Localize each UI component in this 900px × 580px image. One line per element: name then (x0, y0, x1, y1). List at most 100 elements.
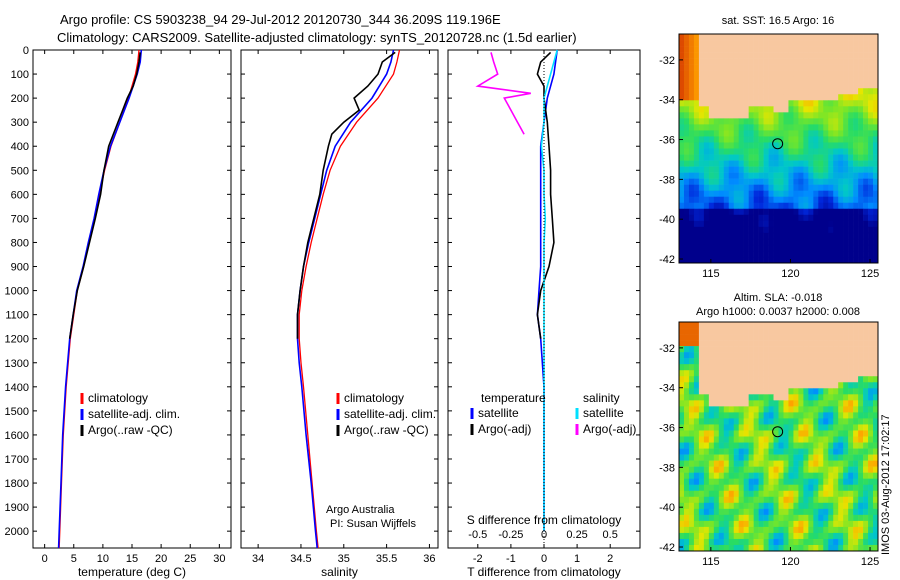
x-tick-label-temperature: 25 (184, 553, 196, 565)
x-tick-label-salinity: 36 (423, 553, 435, 565)
map-x-tick-label: 120 (781, 556, 799, 568)
map-y-tick-label: -36 (659, 135, 675, 147)
legend-label-diff-temp: Argo(-adj) (478, 422, 531, 436)
x-tick-label-difference: -2 (473, 553, 483, 565)
x-tick-label-difference: 1 (574, 553, 580, 565)
top-x-tick-label: 0.25 (566, 529, 587, 541)
x-tick-label-salinity: 35 (338, 553, 350, 565)
y-tick-label: 800 (11, 237, 29, 249)
y-tick-label: 500 (11, 165, 29, 177)
map-frame-sst_map (678, 33, 879, 264)
y-tick-label: 400 (11, 141, 29, 153)
map-y-tick-label: -40 (659, 214, 675, 226)
map-title-sla-line2: Argo h1000: 0.0037 h2000: 0.008 (696, 306, 860, 318)
series-line-salinity-2 (296, 51, 396, 339)
y-tick-label: 1600 (5, 430, 29, 442)
argo-position-marker (772, 426, 784, 438)
x-tick-label-temperature: 5 (71, 553, 77, 565)
y-tick-label: 1100 (5, 310, 29, 322)
legend-label-diff-sal: Argo(-adj) (583, 422, 636, 436)
y-tick-label: 1200 (5, 334, 29, 346)
y-tick-label: 1500 (5, 406, 29, 418)
map-y-tick-label: -40 (659, 502, 675, 514)
x-tick-label-salinity: 34 (252, 553, 264, 565)
legend-label-temperature: satellite-adj. clim. (88, 407, 180, 421)
x-tick-label-temperature: 15 (126, 553, 138, 565)
legend-label-diff-temp: satellite (478, 406, 519, 420)
top-x-tick-label: 0 (541, 529, 547, 541)
legend-label-salinity: satellite-adj. clim. (344, 407, 436, 421)
x-axis-label-temperature: temperature (deg C) (78, 565, 186, 579)
map-y-tick-label: -32 (659, 343, 675, 355)
map-x-tick-label: 125 (861, 556, 879, 568)
x-tick-label-temperature: 30 (213, 553, 225, 565)
legend-label-temperature: climatology (88, 391, 148, 405)
x-axis-label-salinity: salinity (321, 565, 358, 579)
map-y-tick-label: -42 (659, 254, 675, 266)
series-line-temperature-2 (68, 52, 141, 339)
figure-title-line2: Climatology: CARS2009. Satellite-adjuste… (57, 30, 577, 45)
y-tick-label: 1000 (5, 286, 29, 298)
x-tick-label-temperature: 10 (97, 553, 109, 565)
map-x-tick-label: 120 (781, 268, 799, 280)
y-tick-label: 300 (11, 117, 29, 129)
map-title-sst: sat. SST: 16.5 Argo: 16 (722, 15, 835, 27)
y-tick-label: 1900 (5, 502, 29, 514)
x-tick-label-difference: 2 (607, 553, 613, 565)
map-y-tick-label: -38 (659, 462, 675, 474)
map-y-tick-label: -38 (659, 174, 675, 186)
map-sst_map (679, 34, 879, 264)
x-tick-label-temperature: 20 (155, 553, 167, 565)
y-tick-label: 900 (11, 262, 29, 274)
y-tick-label: 1300 (5, 358, 29, 370)
x-tick-label-difference: -1 (506, 553, 516, 565)
y-tick-label: 1800 (5, 478, 29, 490)
credit-line1: Argo Australia (326, 504, 395, 516)
map-x-tick-label: 115 (702, 556, 720, 568)
y-tick-label: 100 (11, 69, 29, 81)
y-tick-label: 700 (11, 213, 29, 225)
legend-label-diff-sal: satellite (583, 406, 624, 420)
y-tick-label: 2000 (5, 526, 29, 538)
y-tick-label: 1700 (5, 454, 29, 466)
map-frame-sla_map (678, 321, 879, 552)
y-tick-label: 600 (11, 189, 29, 201)
map-y-tick-label: -36 (659, 423, 675, 435)
y-tick-label: 200 (11, 93, 29, 105)
series-line-difference-3 (475, 52, 531, 135)
credit-line2: PI: Susan Wijffels (330, 518, 416, 530)
axes-frame-temperature (32, 49, 232, 549)
map-y-tick-label: -34 (659, 95, 675, 107)
legend-title-temperature: temperature (481, 391, 546, 405)
legend-title-salinity: salinity (583, 391, 620, 405)
top-x-tick-label: 0.5 (603, 529, 618, 541)
series-line-temperature-1 (57, 49, 143, 549)
y-tick-label: 0 (23, 45, 29, 57)
x-tick-label-salinity: 35.5 (376, 553, 397, 565)
legend-label-salinity: Argo(..raw -QC) (344, 423, 429, 437)
x-axis-label-difference: T difference from climatology (467, 565, 621, 579)
y-tick-label: 1400 (5, 382, 29, 394)
top-x-axis-label: S difference from climatology (467, 513, 622, 527)
map-title-sla-line1: Altim. SLA: -0.018 (734, 292, 823, 304)
map-sla_map (679, 322, 879, 552)
x-tick-label-temperature: 0 (42, 553, 48, 565)
top-x-tick-label: -0.5 (468, 529, 487, 541)
argo-position-marker (772, 138, 784, 150)
top-x-tick-label: -0.25 (498, 529, 523, 541)
x-tick-label-difference: 0 (541, 553, 547, 565)
x-tick-label-salinity: 34.5 (290, 553, 311, 565)
map-y-tick-label: -42 (659, 542, 675, 554)
series-line-salinity-0 (298, 49, 401, 549)
legend-label-temperature: Argo(..raw -QC) (88, 423, 173, 437)
legend-label-salinity: climatology (344, 391, 404, 405)
map-x-tick-label: 115 (702, 268, 720, 280)
map-x-tick-label: 125 (861, 268, 879, 280)
figure-title-line1: Argo profile: CS 5903238_94 29-Jul-2012 … (60, 12, 501, 27)
series-line-difference-2 (540, 49, 558, 532)
axes-frame-salinity (240, 49, 439, 549)
map-y-tick-label: -32 (659, 55, 675, 67)
map-y-tick-label: -34 (659, 383, 675, 395)
watermark: IMOS 03-Aug-2012 17:02:17 (880, 414, 892, 555)
